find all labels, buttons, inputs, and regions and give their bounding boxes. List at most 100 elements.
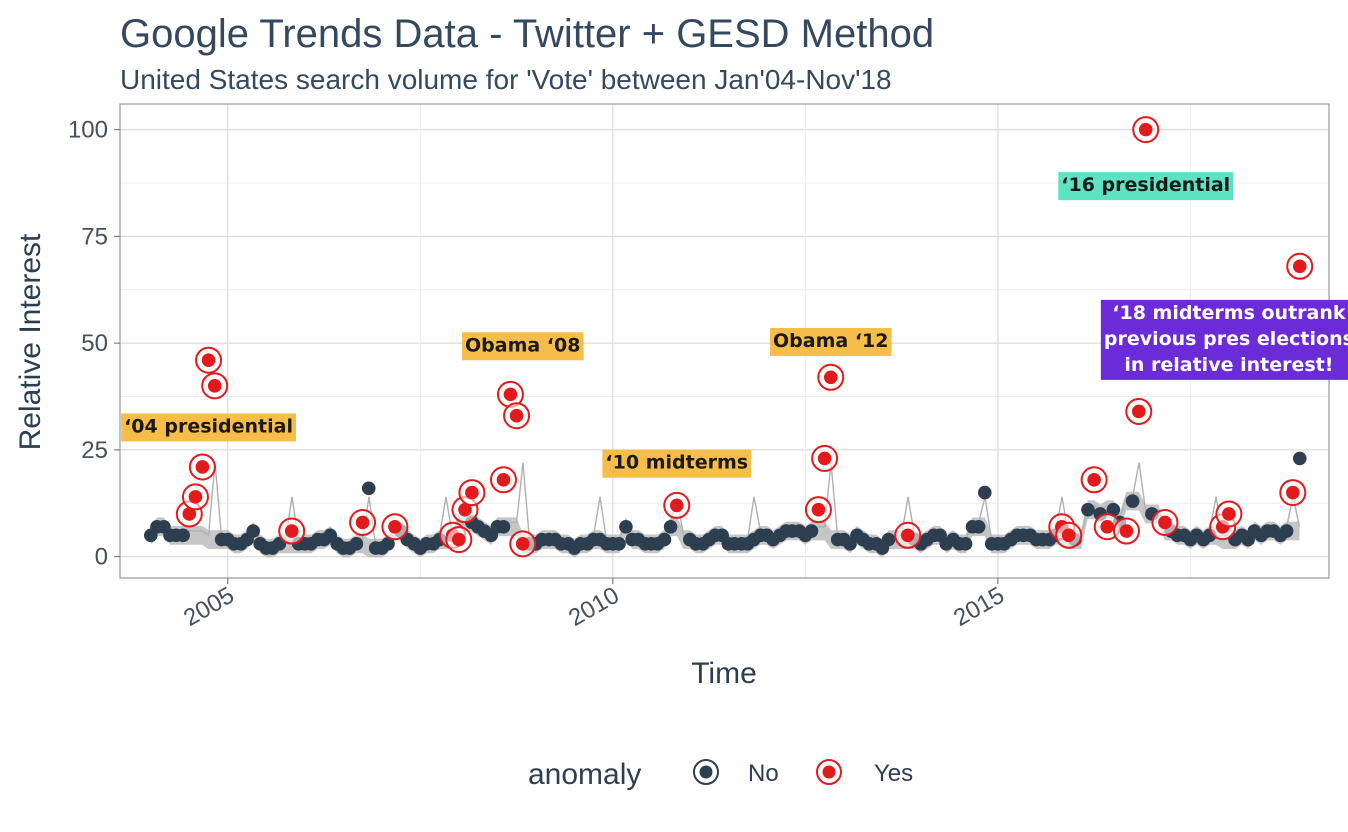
- legend-label-no: No: [748, 760, 779, 787]
- annotation-label: ‘10 midterms: [602, 449, 752, 478]
- anomaly-dot: [817, 451, 832, 466]
- data-point-normal: [176, 528, 190, 543]
- annotation-text: Obama ‘08: [465, 334, 580, 356]
- anomaly-dot: [823, 370, 838, 385]
- anomaly-dot: [496, 472, 511, 487]
- data-point-normal: [1081, 502, 1095, 517]
- data-point-normal: [1125, 494, 1140, 508]
- data-point-normal: [619, 519, 633, 534]
- data-point-anomaly: [195, 346, 223, 374]
- annotation-text: ‘18 midterms outrank: [1112, 302, 1346, 324]
- data-point-normal: [881, 532, 896, 547]
- x-tick-label: 2005: [179, 582, 239, 632]
- data-point-anomaly: [663, 491, 691, 519]
- data-point-normal: [361, 481, 376, 496]
- annotation-text: ‘10 midterms: [605, 452, 748, 474]
- legend-key-no: [693, 759, 719, 785]
- anomaly-dot: [355, 515, 370, 530]
- anomaly-dot: [669, 498, 684, 513]
- legend-title: anomaly: [528, 758, 641, 791]
- anomaly-dot: [1119, 524, 1134, 538]
- anomaly-dot: [515, 537, 530, 551]
- data-point-anomaly: [503, 402, 531, 430]
- data-point-anomaly: [817, 363, 845, 391]
- data-point-anomaly: [811, 444, 839, 472]
- data-point-normal: [971, 519, 986, 534]
- anomaly-dot: [1158, 515, 1172, 530]
- data-point-normal: [958, 537, 973, 551]
- data-point-anomaly: [381, 513, 409, 541]
- annotation-label: ‘16 presidential: [1058, 172, 1234, 201]
- data-point-anomaly: [188, 453, 216, 481]
- anomaly-dot: [503, 387, 518, 402]
- data-point-anomaly: [1286, 252, 1314, 280]
- y-axis-ticks: 0 25 50 75 100: [68, 117, 120, 571]
- anomaly-dot: [201, 353, 216, 368]
- y-tick-label: 100: [68, 117, 108, 144]
- annotation-background: [602, 449, 752, 478]
- y-axis-title: Relative Interest: [14, 233, 47, 450]
- data-point-normal: [1292, 451, 1307, 466]
- annotation-text: in relative interest!: [1124, 354, 1333, 376]
- anomaly-dot: [458, 502, 472, 517]
- annotation-background: [1100, 299, 1348, 380]
- x-axis-title: Time: [691, 657, 757, 690]
- legend: anomaly No Yes: [528, 758, 913, 791]
- annotation-label: Obama ‘08: [462, 332, 584, 361]
- chart-title: Google Trends Data - Twitter + GESD Meth…: [120, 12, 935, 56]
- anomaly-dot: [388, 519, 402, 534]
- anomaly-dot: [1061, 528, 1076, 543]
- y-tick-label: 0: [95, 544, 108, 571]
- data-point-anomaly: [1132, 116, 1160, 144]
- data-point-normal: [246, 524, 261, 538]
- anomaly-dot: [207, 379, 222, 393]
- anomaly-dot: [811, 502, 826, 517]
- data-point-normal: [612, 537, 626, 551]
- annotation-label: ‘04 presidential: [121, 413, 297, 442]
- anomaly-dot: [284, 524, 299, 538]
- annotation-label: Obama ‘12: [770, 328, 892, 356]
- data-point-normal: [804, 524, 819, 538]
- data-point-anomaly: [1215, 500, 1243, 528]
- anomaly-dot: [900, 528, 915, 543]
- anomaly-dot: [1131, 404, 1146, 419]
- data-point-normal: [657, 532, 672, 547]
- data-point-normal: [1106, 502, 1121, 517]
- y-tick-label: 75: [81, 223, 108, 250]
- x-tick-label: 2015: [949, 582, 1009, 632]
- y-tick-label: 50: [81, 330, 108, 357]
- annotation-text: ‘16 presidential: [1061, 174, 1230, 196]
- anomaly-dot: [1100, 519, 1115, 534]
- y-tick-label: 25: [81, 437, 108, 464]
- data-point-anomaly: [489, 466, 517, 494]
- data-point-normal: [349, 537, 364, 551]
- anomaly-dot: [1286, 485, 1300, 500]
- annotation-text: Obama ‘12: [773, 330, 888, 352]
- anomaly-dot: [188, 490, 203, 504]
- anomaly-dot: [182, 507, 197, 521]
- anomaly-dot: [1292, 259, 1307, 274]
- x-axis-ticks: 2005 2010 2015: [179, 578, 1009, 632]
- data-point-anomaly: [496, 380, 524, 408]
- data-point-anomaly: [1112, 517, 1140, 545]
- data-point-normal: [381, 537, 395, 551]
- data-points: [144, 116, 1314, 558]
- anomaly-dot: [465, 485, 479, 500]
- data-point-normal: [1279, 524, 1294, 538]
- annotation-text: previous pres elections: [1104, 328, 1348, 350]
- annotation-label: ‘18 midterms outrank previous pres electi…: [1100, 299, 1348, 380]
- chart-subtitle: United States search volume for 'Vote' b…: [120, 64, 892, 95]
- anomaly-dot: [509, 408, 524, 423]
- data-point-anomaly: [509, 530, 537, 558]
- x-tick-label: 2010: [564, 582, 624, 632]
- data-point-anomaly: [278, 517, 306, 545]
- data-point-anomaly: [181, 483, 209, 511]
- data-point-anomaly: [458, 479, 486, 507]
- data-point-anomaly: [349, 508, 377, 536]
- annotation-background: [462, 332, 584, 361]
- annotations: ‘04 presidential Obama ‘08 ‘10 midterms Oba…: [121, 172, 1348, 478]
- anomaly-dot: [1138, 122, 1153, 137]
- legend-key-yes: [816, 759, 842, 785]
- legend-label-yes: Yes: [874, 760, 913, 787]
